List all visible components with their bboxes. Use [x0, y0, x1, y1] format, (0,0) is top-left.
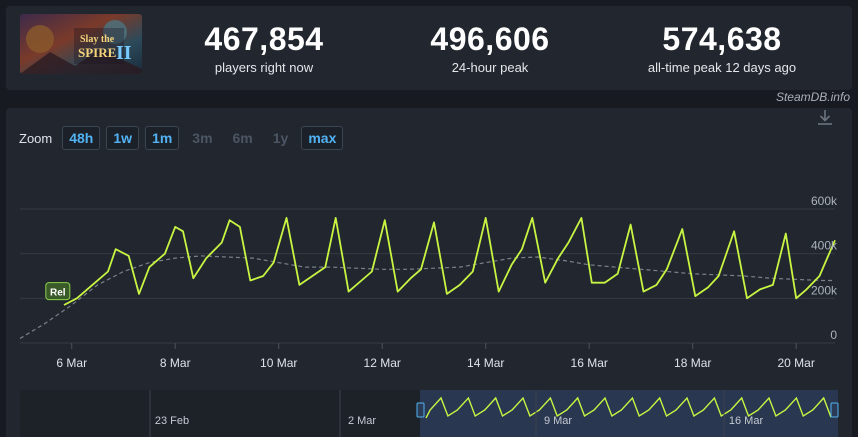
navigator-date-label: 23 Feb	[155, 415, 189, 427]
average-line	[19, 255, 835, 340]
navigator-left-handle[interactable]	[416, 402, 425, 418]
stat-value: 574,638	[662, 21, 782, 57]
zoom-max-button[interactable]: max	[301, 126, 344, 150]
stat-label: 24-hour peak	[451, 60, 529, 75]
zoom-3m-button[interactable]: 3m	[192, 130, 213, 146]
svg-text:SPIRE: SPIRE	[78, 45, 116, 60]
game-capsule-art: Slay the SPIRE II	[20, 14, 142, 74]
svg-text:II: II	[116, 42, 132, 64]
release-marker	[45, 282, 71, 301]
navigator-right-handle[interactable]	[830, 402, 839, 418]
zoom-controls: Zoom 48h 1w 1m 3m 6m 1y max	[19, 126, 344, 150]
stat-value: 496,606	[430, 21, 550, 57]
players-series	[63, 216, 836, 306]
stat-label: all-time peak 12 days ago	[647, 60, 797, 75]
stat-value: 467,854	[204, 21, 324, 57]
navigator-series	[425, 396, 837, 419]
zoom-1m-button[interactable]: 1m	[145, 126, 180, 150]
chart-annotations: Rel	[45, 282, 71, 301]
x-tick-label: 14 Mar	[467, 356, 504, 370]
y-axis: 0 200k 400k 600k	[811, 194, 838, 342]
zoom-6m-button[interactable]: 6m	[232, 130, 253, 146]
x-tick-label: 12 Mar	[364, 356, 401, 370]
y-tick-label: 600k	[811, 194, 838, 208]
x-axis: 6 Mar 8 Mar 10 Mar 12 Mar 14 Mar 16 Mar 18 Mar…	[56, 343, 815, 370]
x-tick-label: 18 Mar	[674, 356, 711, 370]
range-navigator[interactable]: 23 Feb 2 Mar 9 Mar 16 Mar	[20, 390, 839, 437]
y-tick-label: 200k	[811, 283, 838, 297]
zoom-label: Zoom	[19, 130, 53, 146]
y-tick-label: 400k	[811, 239, 838, 253]
stat-all-time-peak: 574,638 all-time peak 12 days ago	[622, 22, 822, 75]
navigator-date-label: 16 Mar	[729, 415, 764, 427]
stat-24h-peak: 496,606 24-hour peak	[390, 22, 590, 75]
navigator-date-label: 2 Mar	[348, 415, 376, 427]
y-tick-label: 0	[830, 328, 837, 342]
stat-current-players: 467,854 players right now	[164, 22, 364, 75]
game-capsule-image[interactable]: Slay the SPIRE II	[20, 14, 142, 74]
steamdb-credit-link[interactable]: SteamDB.info	[775, 90, 850, 104]
zoom-1w-button[interactable]: 1w	[106, 126, 140, 150]
zoom-48h-button[interactable]: 48h	[62, 126, 101, 150]
players-line	[63, 216, 836, 306]
stats-panel: Slay the SPIRE II 467,854 players right …	[6, 6, 852, 90]
stat-label: players right now	[214, 60, 314, 75]
x-tick-label: 6 Mar	[56, 356, 87, 370]
x-tick-label: 8 Mar	[160, 356, 191, 370]
average-series	[19, 255, 835, 340]
download-icon[interactable]	[816, 108, 834, 126]
x-tick-label: 20 Mar	[778, 356, 815, 370]
navigator-date-label: 9 Mar	[544, 415, 572, 427]
release-marker-label: Rel	[50, 288, 66, 299]
zoom-1y-button[interactable]: 1y	[272, 130, 289, 146]
chart-grid	[20, 208, 835, 344]
x-tick-label: 16 Mar	[571, 356, 608, 370]
svg-text:Slay the: Slay the	[80, 34, 115, 45]
x-tick-label: 10 Mar	[260, 356, 297, 370]
